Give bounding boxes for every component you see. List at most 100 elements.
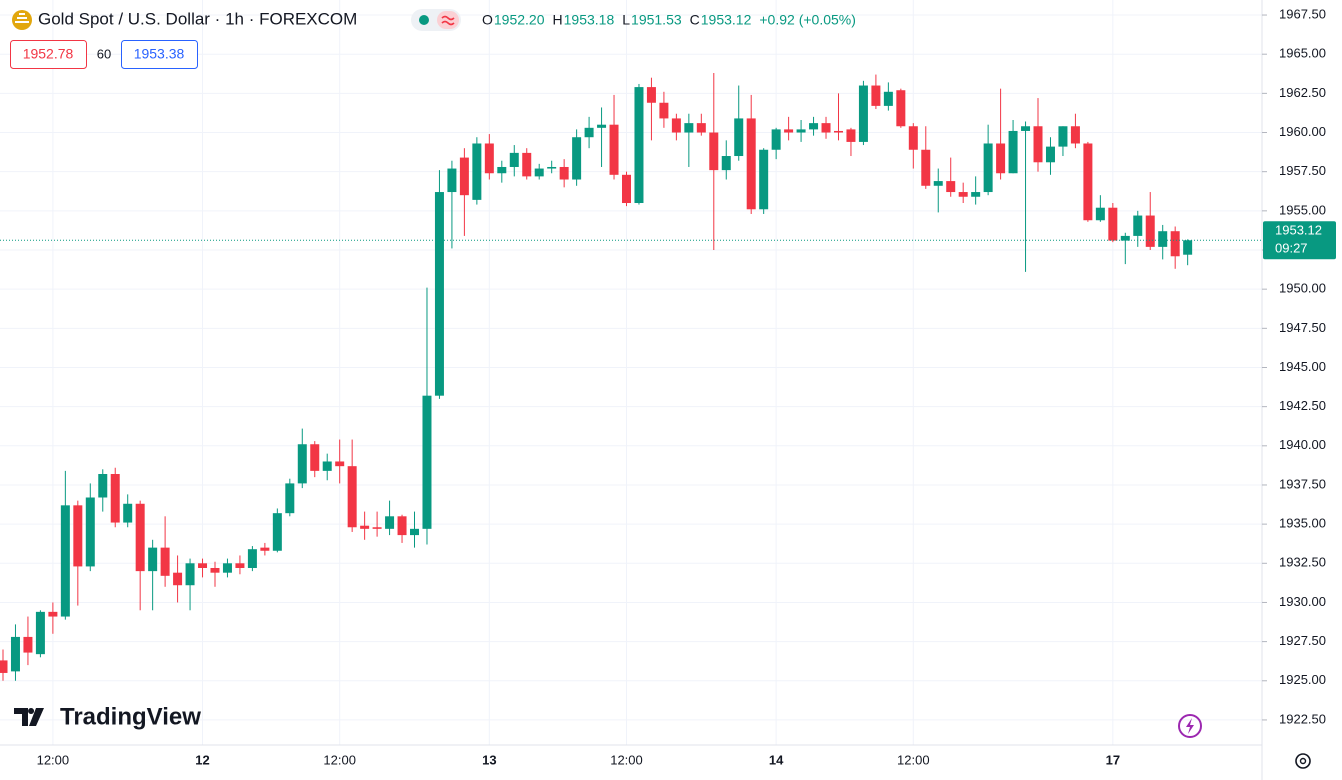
symbol-icon [15, 13, 29, 23]
delay-icon [437, 11, 459, 29]
y-tick-label: 1955.00 [1279, 202, 1326, 217]
grid [0, 0, 1262, 745]
bid-price[interactable]: 1952.78 [23, 46, 74, 62]
candle-body [484, 143, 494, 174]
candle-body [622, 174, 631, 204]
candle-body [1120, 235, 1130, 241]
alert-icon[interactable] [1186, 718, 1194, 734]
candle-body [946, 181, 956, 193]
axes: 1922.50 1925.00 1927.50 1930.00 1932.50 1935.… [37, 6, 1336, 767]
x-tick-label: 17 [1106, 752, 1120, 767]
candle-body [746, 118, 756, 210]
price-tag [1263, 221, 1336, 260]
candle-body [35, 611, 45, 655]
y-tick-label: 1957.50 [1279, 163, 1326, 178]
y-tick-label: 1945.00 [1279, 359, 1326, 374]
candle-body [422, 395, 432, 529]
candle-body [447, 168, 457, 193]
candle-body [160, 547, 170, 576]
candle-body [1070, 126, 1080, 144]
candle-body [709, 132, 719, 171]
ask-price[interactable]: 1953.38 [134, 46, 185, 62]
candle-body [48, 611, 58, 617]
x-tick-label: 13 [482, 752, 496, 767]
symbol-title[interactable]: Gold Spot / U.S. Dollar · 1h · FOREXCOM [38, 9, 357, 28]
y-tick-label: 1962.50 [1279, 85, 1326, 100]
candle-body [896, 90, 906, 127]
x-tick-label: 12:00 [897, 752, 930, 767]
candle-body [360, 525, 370, 529]
delay-icon [441, 15, 455, 26]
x-tick-label: 12:00 [610, 752, 643, 767]
candle-body [260, 547, 270, 551]
legend-value: 1951.53 [631, 12, 682, 28]
x-tick-label: 12 [195, 752, 209, 767]
candle-body [110, 474, 120, 523]
buy-button[interactable] [121, 40, 198, 69]
candle-body [123, 503, 133, 523]
spread: 60 [97, 46, 111, 61]
candle-body [721, 156, 731, 171]
candle-body [846, 129, 856, 142]
brand-name[interactable]: TradingView [60, 703, 201, 730]
candle-body [98, 474, 108, 498]
candle-body [397, 516, 407, 536]
y-tick-label: 1942.50 [1279, 398, 1326, 413]
candle-body [534, 168, 544, 177]
y-tick-label: 1965.00 [1279, 46, 1326, 61]
legend-key: O [482, 12, 493, 28]
price-tag-value: 1953.12 [1275, 223, 1322, 238]
legend-key: H [553, 12, 563, 28]
market-open-icon [419, 15, 429, 25]
candle-body [784, 129, 794, 133]
candle-body [372, 527, 382, 529]
alert-icon[interactable] [1178, 714, 1202, 738]
settings-icon[interactable] [1295, 753, 1311, 769]
candle-body [1095, 207, 1105, 221]
candle-body [148, 547, 158, 572]
y-tick-label: 1960.00 [1279, 124, 1326, 139]
candle-body [1133, 215, 1143, 236]
candle-body [210, 567, 220, 573]
candle-body [23, 636, 33, 653]
x-tick-label: 12:00 [37, 752, 70, 767]
candle-body [547, 166, 557, 169]
symbol-icon [12, 10, 32, 30]
candle-body [858, 85, 868, 142]
candle-body [1170, 231, 1180, 257]
candle-body [272, 513, 282, 551]
sell-button[interactable] [10, 40, 87, 69]
candle-body [809, 123, 819, 130]
candle-body [310, 444, 320, 471]
candle-body [584, 127, 594, 138]
candle-body [459, 157, 469, 196]
y-tick-label: 1967.50 [1279, 6, 1326, 21]
candle-body [173, 572, 183, 586]
candle-body [385, 516, 395, 529]
candle-body [0, 660, 8, 673]
candle-body [297, 444, 307, 484]
candle-body [696, 123, 706, 133]
candle-body [659, 102, 669, 119]
y-tick-label: 1950.00 [1279, 281, 1326, 296]
ohlc-legend: O 1952.20 H 1953.18 L 1951.53 C 1953.12 +0.92 (+… [482, 12, 856, 28]
settings-icon[interactable] [1299, 757, 1307, 765]
candle-body [185, 563, 195, 586]
candle-body [759, 149, 769, 210]
legend-key: L [622, 12, 630, 28]
candle-body [684, 123, 694, 133]
y-tick-label: 1922.50 [1279, 711, 1326, 726]
y-tick-label: 1930.00 [1279, 594, 1326, 609]
y-tick-label: 1947.50 [1279, 320, 1326, 335]
candle-body [135, 503, 145, 572]
candle-body [1058, 126, 1068, 147]
candle-body [908, 126, 918, 150]
candle-body [222, 563, 232, 573]
candle-body [347, 466, 357, 528]
candle-body [1021, 126, 1031, 131]
y-tick-label: 1927.50 [1279, 633, 1326, 648]
candle-body [597, 124, 607, 128]
